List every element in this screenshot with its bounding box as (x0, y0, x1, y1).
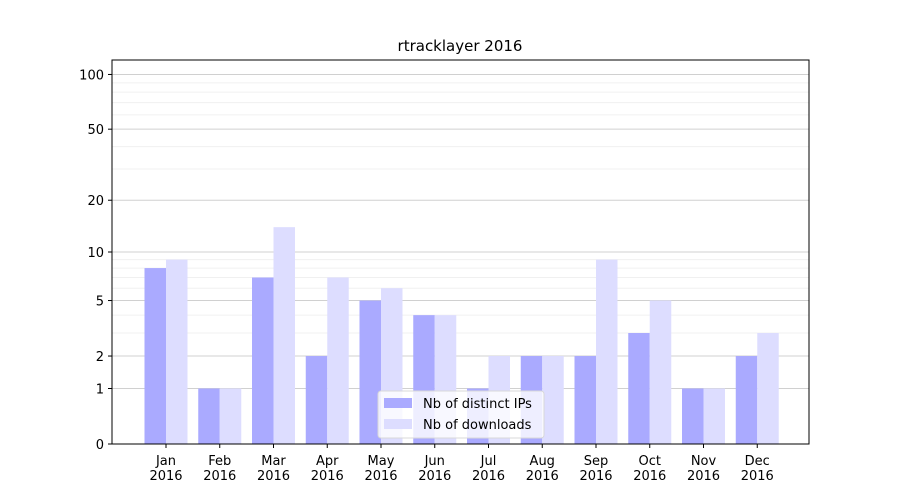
y-tick-label: 100 (79, 68, 104, 83)
legend-swatch (384, 419, 412, 429)
bar-distinct-ips (144, 268, 166, 444)
x-tick-label: Sep 2016 (579, 454, 612, 484)
legend-label: Nb of distinct IPs (423, 397, 532, 412)
y-tick-label: 1 (96, 382, 104, 397)
x-axis: Jan 2016 Feb 2016 Mar 2016 Apr 2016 May 2016 Jun 20… (149, 444, 774, 484)
gridlines (112, 73, 809, 389)
x-tick-label: Feb 2016 (203, 454, 236, 484)
bar-distinct-ips (252, 277, 274, 444)
bar-downloads (327, 277, 349, 444)
bar-downloads (166, 259, 188, 444)
x-tick-label: Nov 2016 (687, 454, 720, 484)
legend: Nb of distinct IPs Nb of downloads (377, 390, 545, 439)
x-tick-label: Jan 2016 (149, 454, 182, 484)
bar-distinct-ips (198, 388, 220, 444)
chart-title: rtracklayer 2016 (398, 37, 523, 55)
bar-downloads (219, 388, 242, 444)
y-tick-label: 2 (96, 350, 104, 365)
x-tick-label: Mar 2016 (257, 454, 290, 484)
y-axis: 0 1 2 5 10 20 50 100 (79, 68, 112, 453)
legend-label: Nb of downloads (423, 418, 532, 433)
bar-distinct-ips (628, 332, 650, 444)
x-tick-label: Oct 2016 (633, 454, 666, 484)
y-tick-label: 20 (87, 194, 104, 209)
bar-distinct-ips (682, 388, 704, 444)
bar-downloads (757, 332, 779, 444)
bar-distinct-ips (359, 300, 381, 444)
bar-distinct-ips (574, 356, 596, 444)
bar-downloads (273, 227, 295, 444)
bar-downloads (649, 300, 672, 444)
x-tick-label: Dec 2016 (741, 454, 774, 484)
bar-downloads (703, 388, 725, 444)
bar-distinct-ips (305, 356, 328, 444)
bars (144, 227, 779, 444)
x-tick-label: Jun 2016 (418, 454, 451, 484)
y-tick-label: 50 (87, 123, 104, 138)
y-tick-label: 5 (96, 295, 104, 310)
x-tick-label: Apr 2016 (311, 454, 344, 484)
y-tick-label: 0 (96, 438, 104, 453)
x-tick-label: Jul 2016 (472, 454, 505, 484)
legend-swatch (384, 398, 412, 408)
bar-distinct-ips (735, 356, 758, 444)
bar-downloads (596, 259, 618, 444)
x-tick-label: May 2016 (364, 454, 397, 484)
bar-downloads (542, 356, 564, 444)
legend-box (377, 390, 545, 439)
y-tick-label: 10 (87, 246, 104, 261)
x-tick-label: Aug 2016 (526, 454, 559, 484)
